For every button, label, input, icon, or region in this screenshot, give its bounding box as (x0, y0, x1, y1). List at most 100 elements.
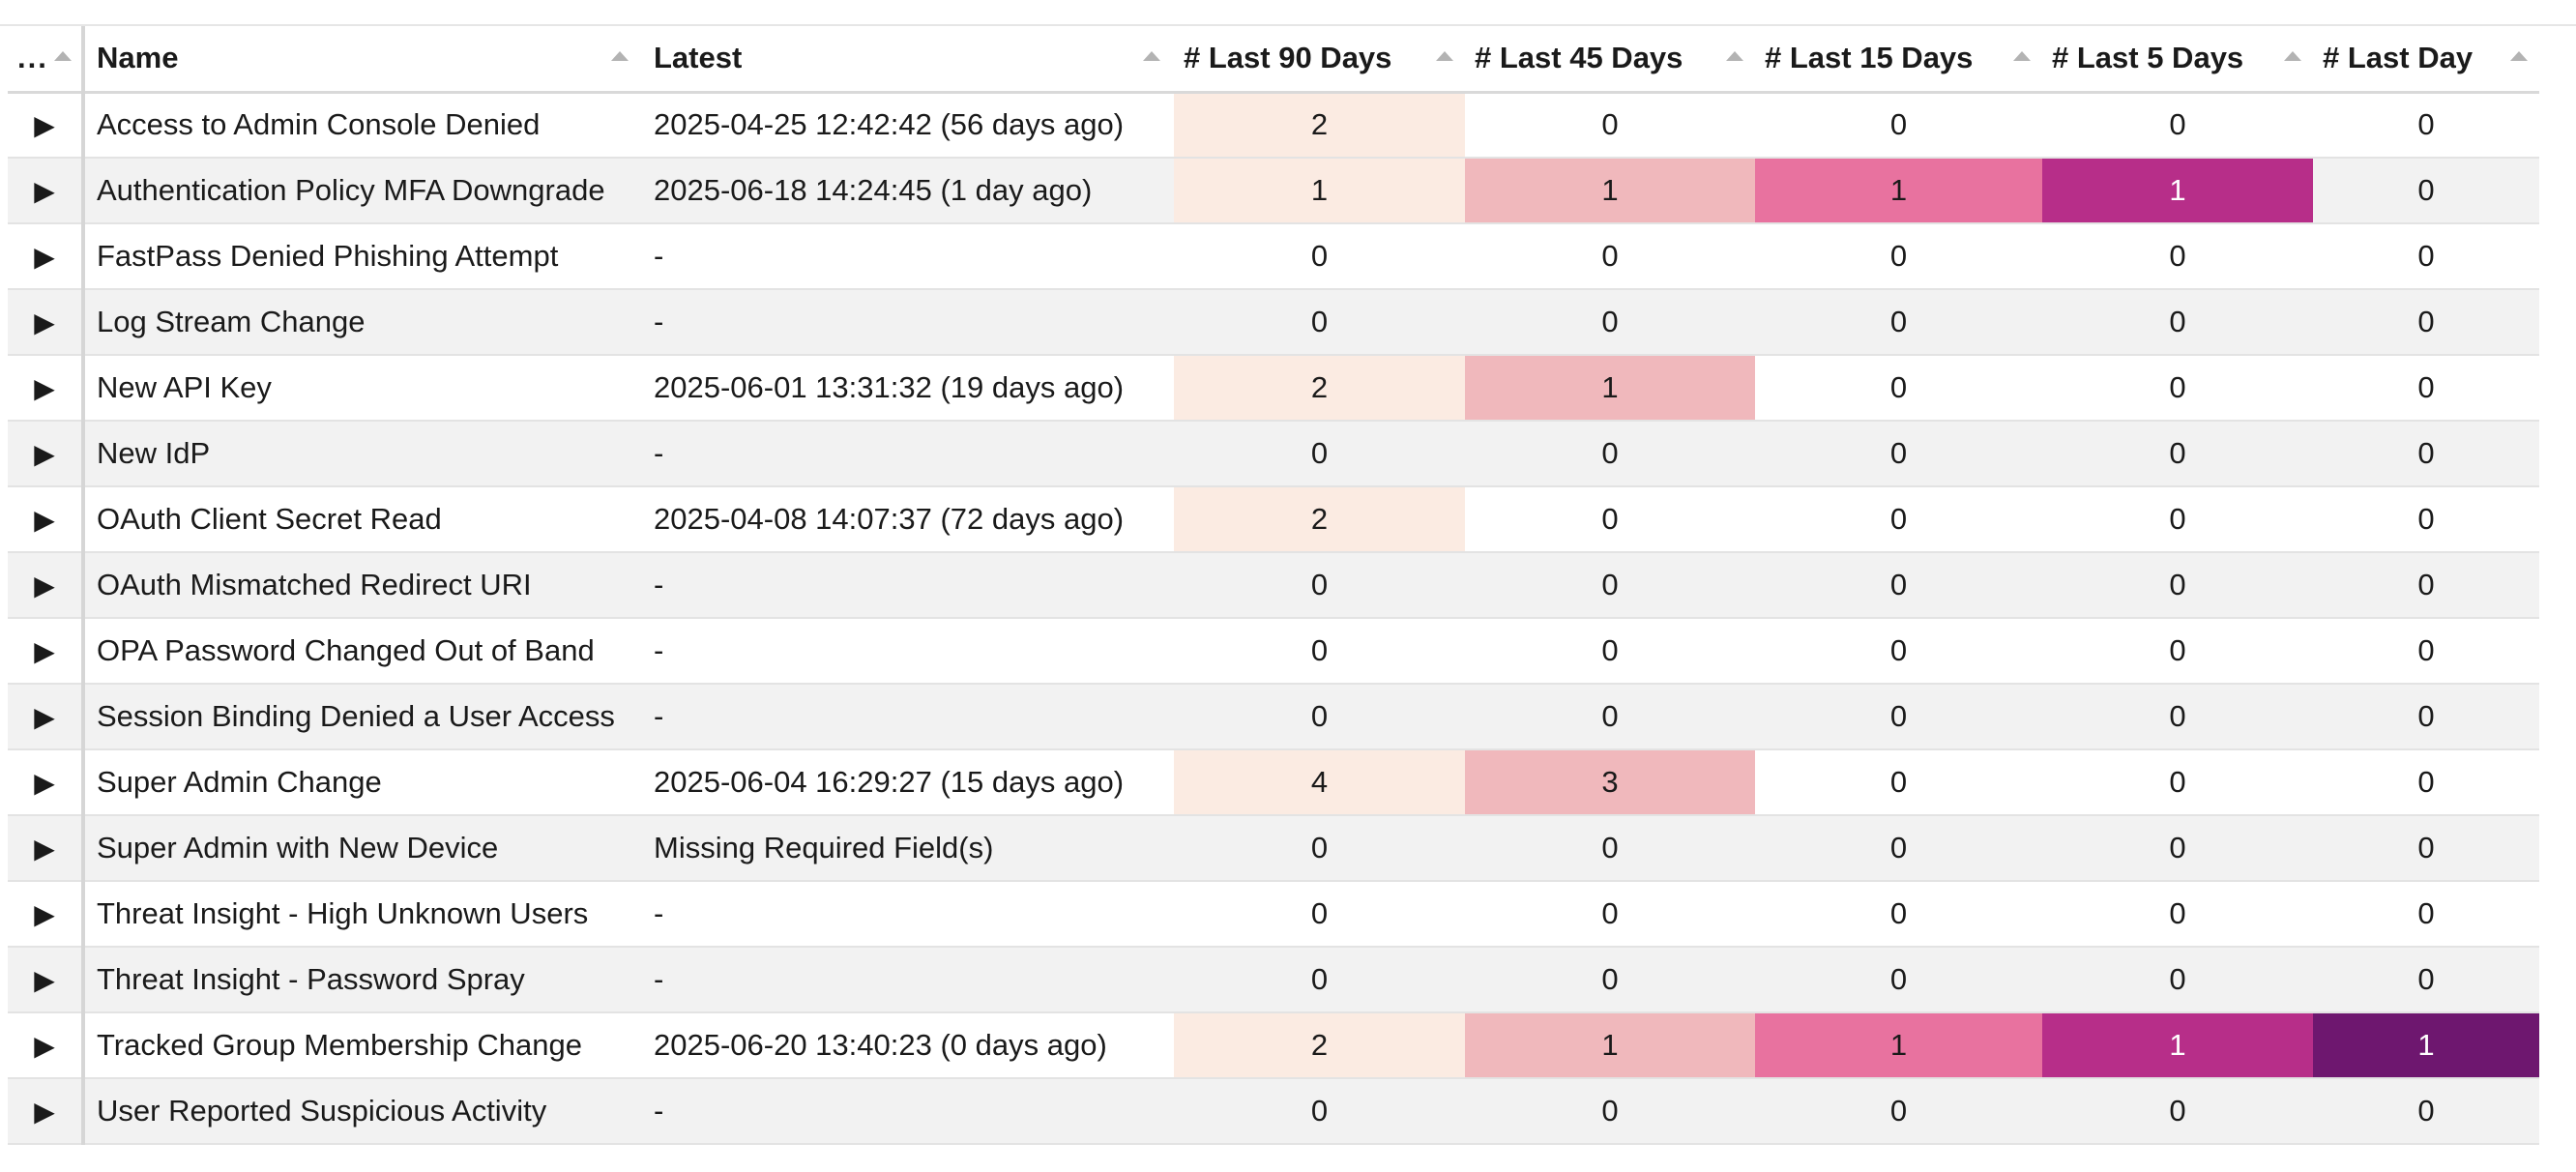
count-45-cell: 0 (1465, 421, 1755, 487)
table-row[interactable]: ▶ Super Admin Change 2025-06-04 16:29:27… (8, 749, 2539, 816)
column-header-last-90-days[interactable]: # Last 90 Days (1174, 26, 1465, 94)
count-45-cell: 0 (1465, 223, 1755, 290)
count-1-cell: 0 (2313, 684, 2539, 750)
table-row[interactable]: ▶ OAuth Mismatched Redirect URI - 0 0 0 … (8, 552, 2539, 619)
column-header-name[interactable]: Name (83, 26, 642, 94)
count-90-cell: 2 (1174, 355, 1465, 422)
expand-row-icon[interactable]: ▶ (8, 486, 85, 553)
column-header-last-15-days[interactable]: # Last 15 Days (1755, 26, 2042, 94)
expand-row-icon[interactable]: ▶ (8, 289, 85, 356)
expand-row-icon[interactable]: ▶ (8, 684, 85, 750)
event-name-cell: New IdP (83, 421, 642, 487)
sort-arrow-icon[interactable] (2284, 51, 2301, 61)
count-5-cell: 0 (2042, 1078, 2313, 1145)
latest-cell: - (642, 618, 1174, 685)
count-15-cell: 1 (1755, 158, 2042, 224)
table-row[interactable]: ▶ Session Binding Denied a User Access -… (8, 684, 2539, 750)
header-row: ... Name Latest # Last 90 Days # Last 45… (8, 26, 2539, 94)
column-header-last-45-label: # Last 45 Days (1475, 41, 1683, 75)
event-name-cell: User Reported Suspicious Activity (83, 1078, 642, 1145)
count-15-cell: 0 (1755, 486, 2042, 553)
table-row[interactable]: ▶ New IdP - 0 0 0 0 0 (8, 421, 2539, 487)
expand-row-icon[interactable]: ▶ (8, 749, 85, 816)
expand-row-icon[interactable]: ▶ (8, 421, 85, 487)
expand-row-icon[interactable]: ▶ (8, 815, 85, 882)
latest-cell: - (642, 552, 1174, 619)
sort-arrow-icon[interactable] (2510, 51, 2528, 61)
expand-row-icon[interactable]: ▶ (8, 552, 85, 619)
expand-row-icon[interactable]: ▶ (8, 1012, 85, 1079)
expand-row-icon[interactable]: ▶ (8, 355, 85, 422)
expand-row-icon[interactable]: ▶ (8, 92, 85, 159)
count-15-cell: 0 (1755, 684, 2042, 750)
expand-row-icon[interactable]: ▶ (8, 618, 85, 685)
column-header-last-5-label: # Last 5 Days (2052, 41, 2244, 75)
column-header-latest[interactable]: Latest (642, 26, 1174, 94)
count-15-cell: 0 (1755, 289, 2042, 356)
table-row[interactable]: ▶ OAuth Client Secret Read 2025-04-08 14… (8, 486, 2539, 553)
expand-row-icon[interactable]: ▶ (8, 158, 85, 224)
count-90-cell: 0 (1174, 223, 1465, 290)
table-row[interactable]: ▶ Super Admin with New Device Missing Re… (8, 815, 2539, 882)
count-5-cell: 1 (2042, 1012, 2313, 1079)
sort-arrow-icon[interactable] (1143, 51, 1160, 61)
sort-arrow-icon[interactable] (1726, 51, 1743, 61)
sort-arrow-icon[interactable] (611, 51, 629, 61)
count-5-cell: 1 (2042, 158, 2313, 224)
column-header-last-90-label: # Last 90 Days (1184, 41, 1392, 75)
event-counts-table: ... Name Latest # Last 90 Days # Last 45… (8, 26, 2539, 1145)
column-menu-header[interactable]: ... (8, 26, 85, 94)
event-name-cell: Authentication Policy MFA Downgrade (83, 158, 642, 224)
expand-row-icon[interactable]: ▶ (8, 881, 85, 948)
count-1-cell: 0 (2313, 881, 2539, 948)
table-row[interactable]: ▶ Authentication Policy MFA Downgrade 20… (8, 158, 2539, 224)
latest-cell: Missing Required Field(s) (642, 815, 1174, 882)
count-5-cell: 0 (2042, 92, 2313, 159)
table-row[interactable]: ▶ Threat Insight - High Unknown Users - … (8, 881, 2539, 948)
sort-arrow-icon[interactable] (2013, 51, 2031, 61)
count-15-cell: 0 (1755, 815, 2042, 882)
table-row[interactable]: ▶ FastPass Denied Phishing Attempt - 0 0… (8, 223, 2539, 290)
table-row[interactable]: ▶ New API Key 2025-06-01 13:31:32 (19 da… (8, 355, 2539, 422)
count-15-cell: 0 (1755, 552, 2042, 619)
expand-row-icon[interactable]: ▶ (8, 1078, 85, 1145)
count-45-cell: 0 (1465, 486, 1755, 553)
latest-cell: 2025-04-08 14:07:37 (72 days ago) (642, 486, 1174, 553)
count-90-cell: 2 (1174, 486, 1465, 553)
latest-cell: 2025-04-25 12:42:42 (56 days ago) (642, 92, 1174, 159)
column-header-last-45-days[interactable]: # Last 45 Days (1465, 26, 1755, 94)
event-name-cell: OPA Password Changed Out of Band (83, 618, 642, 685)
sort-arrow-icon[interactable] (1436, 51, 1453, 61)
expand-row-icon[interactable]: ▶ (8, 947, 85, 1013)
count-1-cell: 0 (2313, 552, 2539, 619)
sort-arrow-icon[interactable] (54, 51, 72, 61)
column-header-last-5-days[interactable]: # Last 5 Days (2042, 26, 2313, 94)
count-90-cell: 1 (1174, 158, 1465, 224)
table-row[interactable]: ▶ OPA Password Changed Out of Band - 0 0… (8, 618, 2539, 685)
count-15-cell: 0 (1755, 1078, 2042, 1145)
count-15-cell: 0 (1755, 92, 2042, 159)
count-45-cell: 0 (1465, 684, 1755, 750)
column-header-last-day[interactable]: # Last Day (2313, 26, 2539, 94)
table-row[interactable]: ▶ Threat Insight - Password Spray - 0 0 … (8, 947, 2539, 1013)
count-90-cell: 0 (1174, 815, 1465, 882)
table-row[interactable]: ▶ Tracked Group Membership Change 2025-0… (8, 1012, 2539, 1079)
count-5-cell: 0 (2042, 486, 2313, 553)
count-90-cell: 0 (1174, 421, 1465, 487)
table-row[interactable]: ▶ Access to Admin Console Denied 2025-04… (8, 92, 2539, 159)
latest-cell: 2025-06-18 14:24:45 (1 day ago) (642, 158, 1174, 224)
expand-row-icon[interactable]: ▶ (8, 223, 85, 290)
column-menu-label: ... (17, 41, 48, 75)
table-row[interactable]: ▶ Log Stream Change - 0 0 0 0 0 (8, 289, 2539, 356)
latest-cell: - (642, 684, 1174, 750)
column-header-last-15-label: # Last 15 Days (1765, 41, 1974, 75)
count-5-cell: 0 (2042, 881, 2313, 948)
count-1-cell: 1 (2313, 1012, 2539, 1079)
count-5-cell: 0 (2042, 815, 2313, 882)
table-row[interactable]: ▶ User Reported Suspicious Activity - 0 … (8, 1078, 2539, 1145)
count-90-cell: 0 (1174, 1078, 1465, 1145)
count-45-cell: 0 (1465, 815, 1755, 882)
count-1-cell: 0 (2313, 815, 2539, 882)
event-name-cell: OAuth Client Secret Read (83, 486, 642, 553)
count-5-cell: 0 (2042, 749, 2313, 816)
